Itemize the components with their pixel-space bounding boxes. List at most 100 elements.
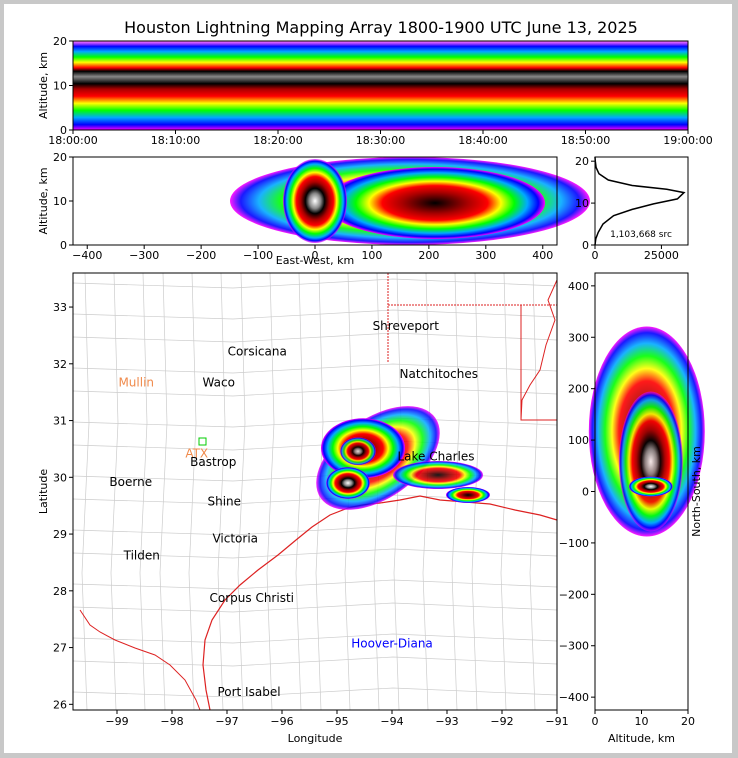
city-labels: Shreveport Corsicana Natchitoches Mullin Wac… — [109, 319, 478, 699]
plan-view-panel: Shreveport Corsicana Natchitoches Mullin Wac… — [72, 272, 558, 711]
density-blob — [325, 167, 545, 239]
county-line — [72, 525, 558, 536]
east-west-tick-label: −300 — [129, 249, 159, 262]
latitude-tick-label: 28 — [53, 585, 67, 598]
time-tick-label: 18:40:00 — [458, 134, 507, 147]
county-line — [139, 272, 148, 711]
county-line — [217, 272, 226, 711]
north-south-tick-label: −100 — [559, 537, 589, 550]
county-line — [266, 272, 275, 711]
longitude-tick-label: −96 — [270, 715, 293, 728]
north-south-tick-label: 400 — [568, 280, 589, 293]
county-line — [72, 417, 558, 428]
longitude-tick-label: −92 — [490, 715, 513, 728]
county-line — [72, 633, 558, 644]
altitude-tick-label: 20 — [53, 151, 67, 164]
city-label: Mullin — [118, 376, 154, 390]
storm-density — [393, 460, 483, 489]
altitude-tick-label: 10 — [53, 80, 67, 93]
east-west-tick-label: 300 — [475, 249, 496, 262]
longitude-tick-label: −98 — [160, 715, 183, 728]
county-line — [72, 602, 558, 613]
city-label: Tilden — [123, 549, 160, 563]
north-south-tick-label: −400 — [559, 691, 589, 704]
time-tick-label: 18:50:00 — [561, 134, 610, 147]
city-label: ATX — [185, 446, 208, 460]
source-count-annotation: 1,103,668 src — [610, 230, 672, 240]
altitude-east-west-density — [230, 157, 590, 245]
east-west-tick-label: −200 — [186, 249, 216, 262]
county-line — [72, 332, 558, 343]
latitude-axis-label: Latitude — [37, 469, 50, 515]
altitude-time-panel — [72, 40, 689, 131]
north-south-density — [588, 326, 705, 537]
mexico-border — [79, 609, 201, 711]
county-line — [422, 272, 431, 711]
longitude-tick-label: −91 — [545, 715, 568, 728]
storm-core — [326, 466, 370, 499]
count-tick-label: 25000 — [644, 249, 679, 262]
east-west-axis-label: East-West, km — [276, 254, 354, 267]
county-line — [72, 579, 558, 590]
city-label: Corsicana — [228, 344, 287, 358]
city-label: Boerne — [109, 475, 152, 489]
altitude-tick-label: 0 — [592, 715, 599, 728]
altitude-time-density — [73, 41, 688, 130]
plan-view-density — [316, 406, 490, 510]
source-count-panel: 1,103,668 src — [594, 156, 689, 246]
city-label: Victoria — [212, 532, 258, 546]
figure-title: Houston Lightning Mapping Array 1800-190… — [124, 18, 638, 37]
east-west-tick-label: −400 — [72, 249, 102, 262]
time-tick-label: 18:00:00 — [48, 134, 97, 147]
county-line — [72, 687, 558, 698]
north-south-tick-label: 0 — [582, 486, 589, 499]
altitude-axis-label: Altitude, km — [37, 167, 50, 234]
altitude-east-west-panel — [72, 156, 590, 246]
county-grid — [72, 272, 558, 711]
altitude-tick-label: 10 — [575, 197, 589, 210]
latitude-tick-label: 26 — [53, 698, 67, 711]
north-south-tick-label: 100 — [568, 434, 589, 447]
city-label: Shreveport — [373, 319, 440, 333]
north-south-axis-label: North-South, km — [690, 446, 703, 537]
altitude-tick-label: 20 — [53, 35, 67, 48]
county-line — [500, 272, 509, 711]
source-count-line — [594, 156, 686, 246]
density-core — [618, 391, 683, 532]
county-line — [72, 278, 558, 289]
latitude-tick-label: 27 — [53, 642, 67, 655]
longitude-tick-label: −95 — [325, 715, 348, 728]
city-label: Corpus Christi — [210, 591, 295, 605]
longitude-tick-label: −93 — [435, 715, 458, 728]
time-tick-label: 18:10:00 — [151, 134, 200, 147]
plan-view-frame — [72, 272, 558, 711]
north-south-tick-label: −200 — [559, 588, 589, 601]
storm-density — [446, 486, 490, 503]
city-label: Port Isabel — [217, 685, 280, 699]
north-south-altitude-panel — [588, 272, 705, 711]
county-line — [393, 272, 402, 711]
latitude-tick-label: 33 — [53, 301, 67, 314]
altitude-axis-label: Altitude, km — [608, 732, 675, 745]
city-label: Shine — [207, 495, 241, 509]
north-south-tick-label: 300 — [568, 331, 589, 344]
east-west-tick-label: 400 — [532, 249, 553, 262]
station-marker — [198, 437, 207, 446]
east-west-tick-label: 200 — [418, 249, 439, 262]
city-label: Hoover-Diana — [351, 637, 433, 651]
east-west-tick-label: 0 — [312, 249, 319, 262]
altitude-tick-label: 10 — [635, 715, 649, 728]
county-line — [110, 272, 119, 711]
east-west-tick-label: 100 — [361, 249, 382, 262]
altitude-tick-label: 0 — [60, 124, 67, 137]
county-line — [72, 656, 558, 667]
county-line — [72, 548, 558, 559]
count-tick-label: 0 — [592, 249, 599, 262]
altitude-tick-label: 20 — [575, 155, 589, 168]
altitude-axis-label: Altitude, km — [37, 52, 50, 119]
city-label: Natchitoches — [400, 367, 478, 381]
altitude-tick-label: 0 — [582, 239, 589, 252]
axis-ticks: 18:00:00 18:10:00 18:20:00 18:30:00 18:40:00… — [48, 35, 712, 728]
city-label: Lake Charles — [398, 449, 475, 463]
